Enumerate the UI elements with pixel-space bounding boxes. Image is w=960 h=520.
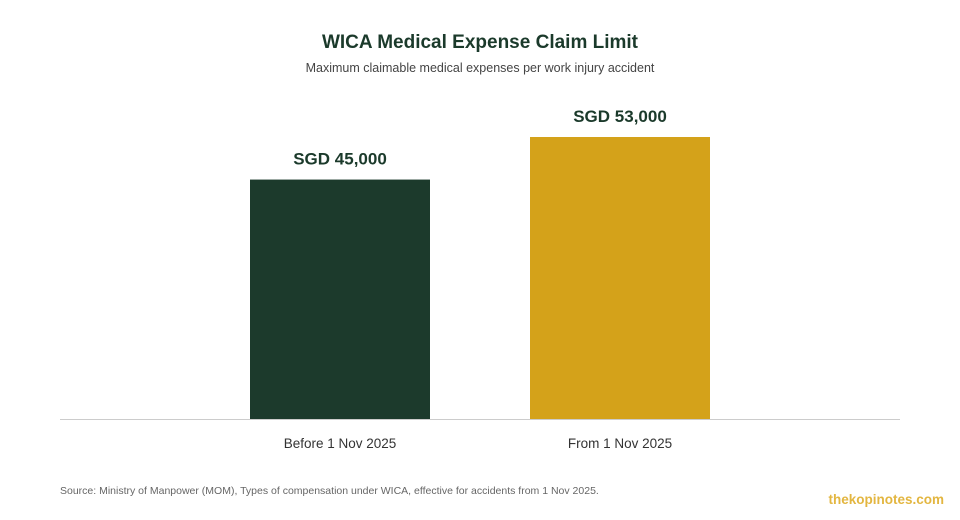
- source-note: Source: Ministry of Manpower (MOM), Type…: [60, 485, 599, 497]
- watermark: thekopinotes.com: [828, 492, 944, 507]
- x-tick-label-1: Before 1 Nov 2025: [284, 436, 397, 451]
- x-tick-label-2: From 1 Nov 2025: [568, 436, 672, 451]
- chart-subtitle: Maximum claimable medical expenses per w…: [305, 61, 655, 75]
- bar-1: [250, 179, 430, 419]
- bar-2: [530, 137, 710, 419]
- data-label-2: SGD 53,000: [573, 107, 667, 126]
- data-label-1: SGD 45,000: [293, 150, 387, 169]
- chart-title: WICA Medical Expense Claim Limit: [321, 32, 639, 53]
